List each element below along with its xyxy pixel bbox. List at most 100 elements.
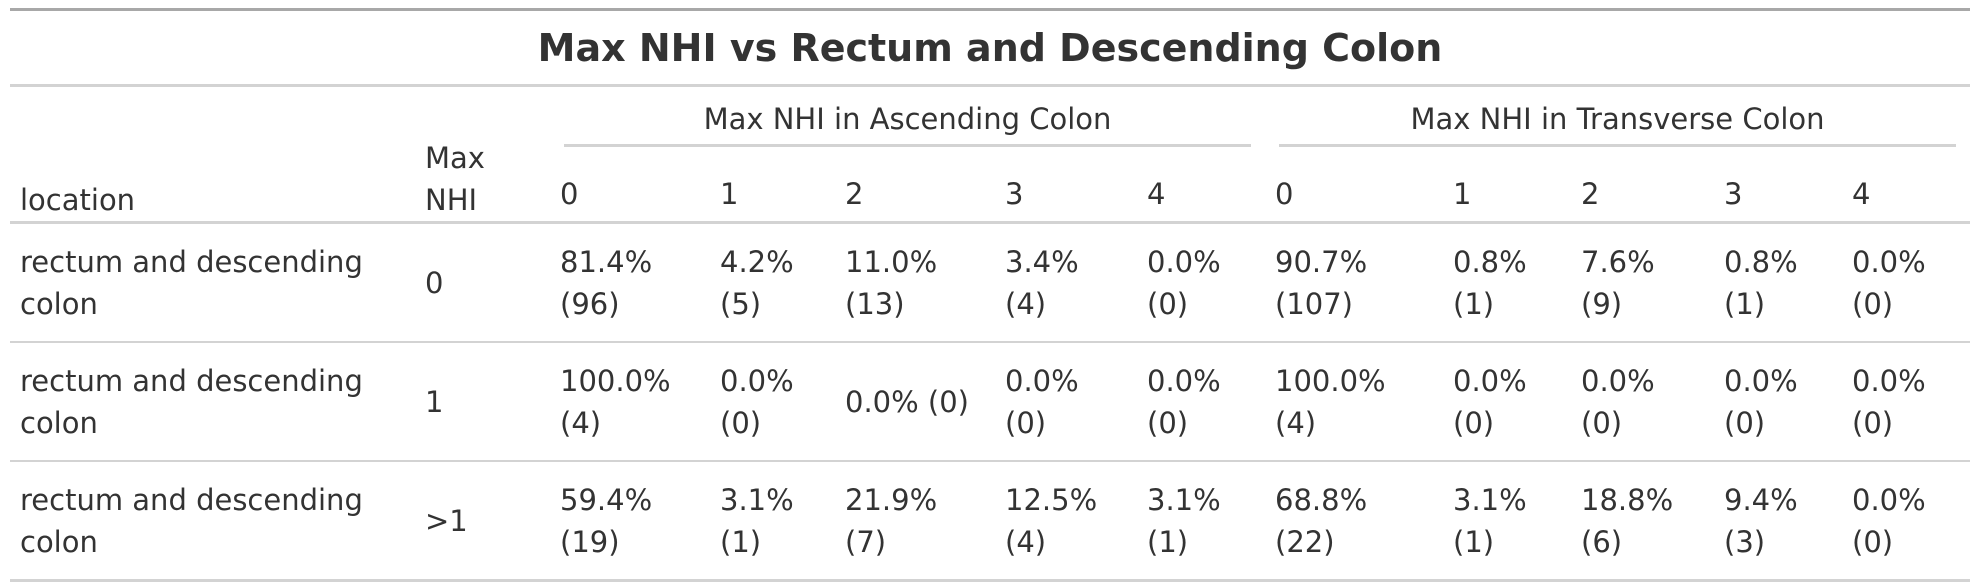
ascending-cell: 0.0% (0): [1137, 342, 1265, 462]
pct: 0.0%: [1453, 363, 1527, 398]
pct: 3.1%: [1147, 482, 1221, 517]
table-row: rectum and descending colon 1 100.0% (4) …: [10, 342, 1971, 462]
count: (4): [560, 405, 602, 440]
ascending-cell: 21.9% (7): [835, 461, 995, 582]
location-cell: rectum and descending colon: [10, 342, 415, 462]
col-header-ascending-3: 3: [995, 147, 1137, 224]
count: (5): [720, 286, 762, 321]
transverse-cell: 0.0% (0): [1443, 342, 1571, 462]
ascending-cell: 0.0% (0): [1137, 222, 1265, 343]
pct: 0.0%: [1852, 363, 1926, 398]
pct: 0.0% (0): [1005, 363, 1079, 440]
count: (107): [1275, 286, 1353, 321]
pct: 11.0%: [845, 244, 938, 279]
pct: 0.0% (0): [1581, 363, 1655, 440]
count: (0): [1147, 405, 1189, 440]
pct: 0.0% (0): [845, 384, 969, 419]
max-nhi-header: Max NHI: [415, 85, 550, 224]
pct: 100.0%: [560, 363, 671, 398]
transverse-cell: 0.0% (0): [1842, 222, 1971, 343]
spanner-ascending-label: Max NHI in Ascending Colon: [564, 98, 1251, 147]
transverse-cell: 100.0% (4): [1265, 342, 1443, 462]
count: (0): [1852, 524, 1894, 559]
max-nhi-cell: 1: [415, 342, 550, 462]
pct: 81.4%: [560, 244, 653, 279]
transverse-cell: 0.0% (0): [1571, 342, 1714, 462]
pct: 0.8%: [1453, 244, 1527, 279]
transverse-cell: 0.0% (0): [1842, 342, 1971, 462]
pct: 3.1%: [720, 482, 794, 517]
transverse-cell: 9.4% (3): [1714, 461, 1842, 582]
max-nhi-cell: 0: [415, 222, 550, 343]
ascending-cell: 11.0% (13): [835, 222, 995, 343]
transverse-cell: 0.0% (0): [1842, 461, 1971, 582]
ascending-cell: 3.4% (4): [995, 222, 1137, 343]
pct: 68.8% (22): [1275, 482, 1368, 559]
count: (0): [720, 405, 762, 440]
count: (13): [845, 286, 905, 321]
col-header-transverse-4: 4: [1842, 147, 1971, 224]
transverse-cell: 0.8% (1): [1714, 222, 1842, 343]
table-title: Max NHI vs Rectum and Descending Colon: [10, 8, 1971, 87]
ascending-cell: 100.0% (4): [550, 342, 710, 462]
transverse-cell: 18.8% (6): [1571, 461, 1714, 582]
pct: 18.8%: [1581, 482, 1674, 517]
ascending-cell: 4.2% (5): [710, 222, 835, 343]
ascending-cell: 12.5% (4): [995, 461, 1137, 582]
transverse-cell: 7.6% (9): [1571, 222, 1714, 343]
count: (0): [1852, 405, 1894, 440]
crosstab-table: Max NHI vs Rectum and Descending Colon l…: [10, 8, 1971, 582]
max-nhi-cell: >1: [415, 461, 550, 582]
col-header-transverse-0: 0: [1265, 147, 1443, 224]
col-header-transverse-1: 1: [1443, 147, 1571, 224]
pct: 0.0%: [1852, 244, 1926, 279]
transverse-cell: 0.0% (0): [1714, 342, 1842, 462]
pct: 0.8%: [1724, 244, 1798, 279]
ascending-cell: 81.4% (96): [550, 222, 710, 343]
col-header-transverse-3: 3: [1714, 147, 1842, 224]
pct: 0.0%: [720, 363, 794, 398]
pct: 21.9% (7): [845, 482, 938, 559]
count: (1): [1453, 286, 1495, 321]
stub-header-location: location: [10, 85, 415, 224]
count: (19): [560, 524, 620, 559]
count: (96): [560, 286, 620, 321]
ascending-cell: 3.1% (1): [1137, 461, 1265, 582]
col-header-transverse-2: 2: [1571, 147, 1714, 224]
spanner-ascending: Max NHI in Ascending Colon: [550, 86, 1265, 147]
count: (1): [1453, 524, 1495, 559]
pct: 7.6% (9): [1581, 244, 1655, 321]
pct: 100.0% (4): [1275, 363, 1386, 440]
col-header-ascending-0: 0: [550, 147, 710, 224]
pct: 12.5%: [1005, 482, 1098, 517]
count: (1): [720, 524, 762, 559]
count: (0): [1724, 405, 1766, 440]
location-cell: rectum and descending colon: [10, 461, 415, 582]
pct: 59.4%: [560, 482, 653, 517]
col-header-ascending-2: 2: [835, 147, 995, 224]
count: (6): [1581, 524, 1623, 559]
pct: 90.7%: [1275, 244, 1368, 279]
count: (1): [1147, 524, 1189, 559]
count: (0): [1852, 286, 1894, 321]
pct: 3.4% (4): [1005, 244, 1079, 321]
max-nhi-header-line1: Max: [425, 141, 485, 175]
pct: 0.0%: [1852, 482, 1926, 517]
pct: 3.1%: [1453, 482, 1527, 517]
transverse-cell: 0.8% (1): [1443, 222, 1571, 343]
table-row: rectum and descending colon >1 59.4% (19)…: [10, 461, 1971, 582]
count: (1): [1724, 286, 1766, 321]
ascending-cell: 0.0% (0): [995, 342, 1137, 462]
ascending-cell: 0.0% (0): [835, 342, 995, 462]
pct: 0.0%: [1147, 363, 1221, 398]
pct: 0.0%: [1147, 244, 1221, 279]
col-header-ascending-4: 4: [1137, 147, 1265, 224]
count: (3): [1724, 524, 1766, 559]
pct: 9.4%: [1724, 482, 1798, 517]
table-container: Max NHI vs Rectum and Descending Colon l…: [10, 8, 1971, 582]
transverse-cell: 68.8% (22): [1265, 461, 1443, 582]
count: (0): [1147, 286, 1189, 321]
ascending-cell: 0.0% (0): [710, 342, 835, 462]
col-header-ascending-1: 1: [710, 147, 835, 224]
table-row: rectum and descending colon 0 81.4% (96) …: [10, 222, 1971, 343]
